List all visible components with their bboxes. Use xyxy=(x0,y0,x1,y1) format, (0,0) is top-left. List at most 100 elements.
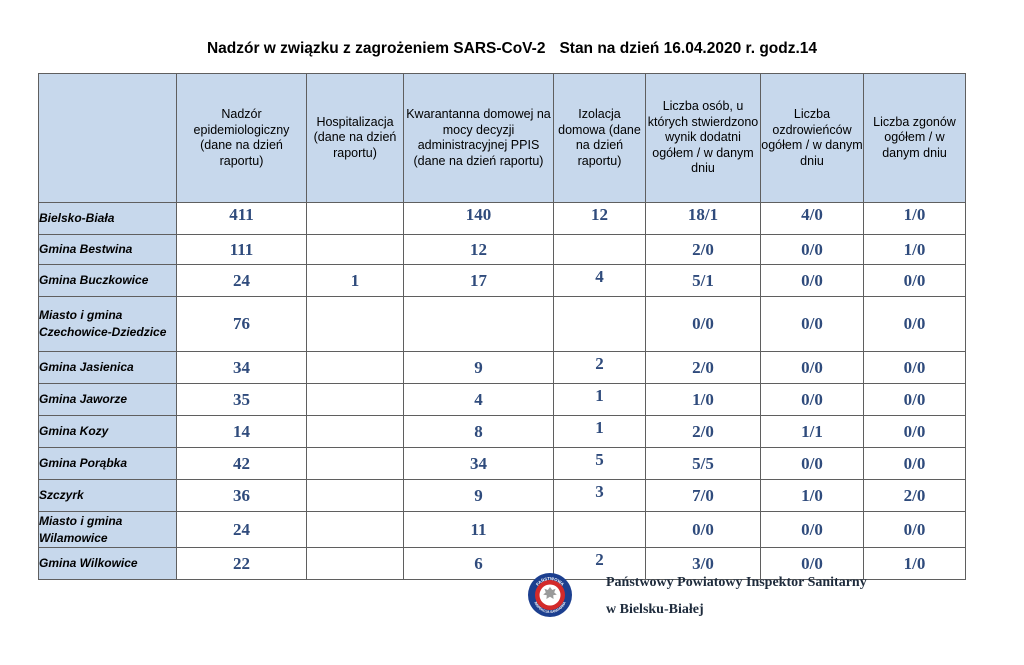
cell-hospitalization xyxy=(306,383,404,416)
cell-deaths: 0/0 xyxy=(863,383,966,416)
cell-hospitalization xyxy=(306,447,404,480)
cell-surveillance: 24 xyxy=(176,264,307,297)
cell-recovered: 0/0 xyxy=(760,264,864,297)
table-row: Gmina Porąbka 42 34 5 5/5 0/0 0/0 xyxy=(38,447,966,480)
cell-recovered: 4/0 xyxy=(760,202,864,235)
sanitary-inspection-emblem-icon: PAŃSTWOWA INSPEKCJA SANITARNA xyxy=(528,573,572,617)
cell-recovered: 0/0 xyxy=(760,511,864,548)
cell-recovered: 0/0 xyxy=(760,296,864,352)
table-row: Gmina Kozy 14 8 1 2/0 1/1 0/0 xyxy=(38,415,966,448)
table-row: Miasto i gmina Czechowice-Dziedzice 76 0… xyxy=(38,296,966,352)
cell-quarantine: 8 xyxy=(403,415,554,448)
table-row: Gmina Buczkowice 24 1 17 4 5/1 0/0 0/0 xyxy=(38,264,966,297)
cell-isolation: 1 xyxy=(553,383,646,416)
row-name: Gmina Porąbka xyxy=(38,447,177,480)
cell-surveillance: 22 xyxy=(176,547,307,580)
cell-positive-cases: 1/0 xyxy=(645,383,761,416)
row-name: Miasto i gmina Czechowice-Dziedzice xyxy=(38,296,177,352)
header-hospitalization: Hospitalizacja (dane na dzień raportu) xyxy=(306,73,404,203)
cell-isolation: 2 xyxy=(553,351,646,384)
cell-surveillance: 24 xyxy=(176,511,307,548)
cell-quarantine: 140 xyxy=(403,202,554,235)
inspector-title: Państwowy Powiatowy Inspektor Sanitarny xyxy=(606,575,867,590)
cell-quarantine: 17 xyxy=(403,264,554,297)
cell-hospitalization xyxy=(306,234,404,265)
inspector-location: w Bielsku-Białej xyxy=(606,602,704,617)
table-row: Gmina Jaworze 35 4 1 1/0 0/0 0/0 xyxy=(38,383,966,416)
cell-deaths: 0/0 xyxy=(863,511,966,548)
cell-quarantine: 9 xyxy=(403,479,554,512)
header-corner xyxy=(38,73,177,203)
cell-recovered: 0/0 xyxy=(760,447,864,480)
cell-quarantine: 4 xyxy=(403,383,554,416)
table-row: Miasto i gmina Wilamowice 24 11 0/0 0/0 … xyxy=(38,511,966,548)
cell-quarantine xyxy=(403,296,554,352)
cell-hospitalization xyxy=(306,351,404,384)
cell-recovered: 1/1 xyxy=(760,415,864,448)
header-row: Nadzór epidemiologiczny (dane na dzień r… xyxy=(38,73,966,203)
cell-positive-cases: 0/0 xyxy=(645,296,761,352)
cell-hospitalization: 1 xyxy=(306,264,404,297)
cell-positive-cases: 5/5 xyxy=(645,447,761,480)
table-row: Gmina Bestwina 111 12 2/0 0/0 1/0 xyxy=(38,234,966,265)
cell-surveillance: 35 xyxy=(176,383,307,416)
cell-hospitalization xyxy=(306,296,404,352)
row-name: Gmina Jaworze xyxy=(38,383,177,416)
cell-positive-cases: 2/0 xyxy=(645,415,761,448)
cell-isolation: 3 xyxy=(553,479,646,512)
cell-deaths: 1/0 xyxy=(863,202,966,235)
cell-deaths: 0/0 xyxy=(863,351,966,384)
cell-recovered: 0/0 xyxy=(760,351,864,384)
page-title: Nadzór w związku z zagrożeniem SARS-CoV-… xyxy=(0,40,1024,58)
cell-positive-cases: 3/0 xyxy=(645,547,761,580)
cell-hospitalization xyxy=(306,547,404,580)
cell-hospitalization xyxy=(306,202,404,235)
table-row: Gmina Jasienica 34 9 2 2/0 0/0 0/0 xyxy=(38,351,966,384)
row-name: Szczyrk xyxy=(38,479,177,512)
cell-deaths: 2/0 xyxy=(863,479,966,512)
cell-positive-cases: 2/0 xyxy=(645,351,761,384)
cell-isolation xyxy=(553,511,646,548)
cell-isolation: 1 xyxy=(553,415,646,448)
cell-deaths: 0/0 xyxy=(863,264,966,297)
cell-hospitalization xyxy=(306,479,404,512)
cell-hospitalization xyxy=(306,511,404,548)
cell-quarantine: 12 xyxy=(403,234,554,265)
row-name: Miasto i gmina Wilamowice xyxy=(38,511,177,548)
cell-deaths: 0/0 xyxy=(863,415,966,448)
cell-recovered: 0/0 xyxy=(760,547,864,580)
cell-positive-cases: 18/1 xyxy=(645,202,761,235)
cell-deaths: 1/0 xyxy=(863,547,966,580)
header-positive-cases: Liczba osób, u których stwierdzono wynik… xyxy=(645,73,761,203)
cell-hospitalization xyxy=(306,415,404,448)
row-name: Gmina Bestwina xyxy=(38,234,177,265)
cell-recovered: 0/0 xyxy=(760,234,864,265)
header-surveillance: Nadzór epidemiologiczny (dane na dzień r… xyxy=(176,73,307,203)
table-row: Gmina Wilkowice 22 6 2 3/0 0/0 1/0 xyxy=(38,547,966,580)
cell-quarantine: 11 xyxy=(403,511,554,548)
cell-surveillance: 411 xyxy=(176,202,307,235)
cell-isolation xyxy=(553,296,646,352)
cell-positive-cases: 2/0 xyxy=(645,234,761,265)
cell-deaths: 0/0 xyxy=(863,447,966,480)
signature-block: PAŃSTWOWA INSPEKCJA SANITARNA Państwowy … xyxy=(527,566,967,626)
surveillance-table: Nadzór epidemiologiczny (dane na dzień r… xyxy=(38,73,966,580)
row-name: Gmina Buczkowice xyxy=(38,264,177,297)
cell-positive-cases: 0/0 xyxy=(645,511,761,548)
cell-isolation: 5 xyxy=(553,447,646,480)
row-name: Bielsko-Biała xyxy=(38,202,177,235)
row-name: Gmina Kozy xyxy=(38,415,177,448)
cell-deaths: 1/0 xyxy=(863,234,966,265)
cell-positive-cases: 7/0 xyxy=(645,479,761,512)
cell-surveillance: 34 xyxy=(176,351,307,384)
header-isolation: Izolacja domowa (dane na dzień raportu) xyxy=(553,73,646,203)
cell-recovered: 1/0 xyxy=(760,479,864,512)
cell-surveillance: 76 xyxy=(176,296,307,352)
cell-surveillance: 14 xyxy=(176,415,307,448)
cell-isolation xyxy=(553,234,646,265)
row-name: Gmina Wilkowice xyxy=(38,547,177,580)
table-row: Bielsko-Biała 411 140 12 18/1 4/0 1/0 xyxy=(38,202,966,235)
cell-quarantine: 34 xyxy=(403,447,554,480)
title-date: Stan na dzień 16.04.2020 r. godz.14 xyxy=(559,40,818,57)
cell-surveillance: 42 xyxy=(176,447,307,480)
